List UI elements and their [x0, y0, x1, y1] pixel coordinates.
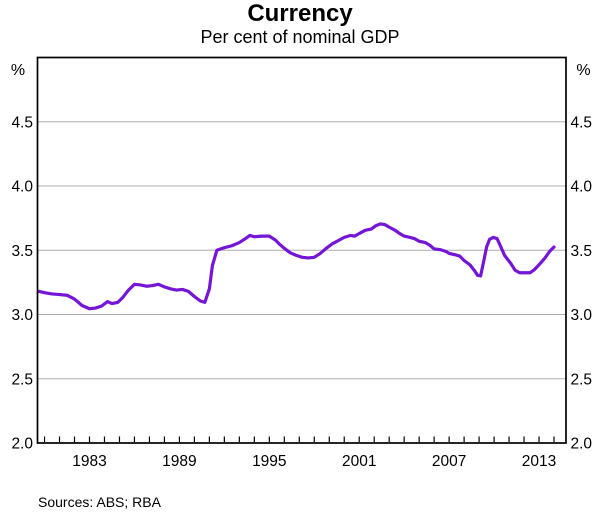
y-axis-unit-left: % [11, 62, 25, 79]
y-tick-label-right: 2.0 [571, 436, 593, 453]
y-tick-label-right: 3.0 [571, 307, 593, 324]
y-tick-label-right: 3.5 [571, 243, 593, 260]
y-tick-label-left: 4.5 [11, 114, 33, 131]
plot-border [36, 56, 567, 444]
y-tick-label-right: 2.5 [571, 371, 593, 388]
x-tick-label: 1983 [72, 453, 106, 470]
chart-title: Currency [247, 0, 353, 27]
x-tick-label: 1989 [162, 453, 196, 470]
y-tick-label-right: 4.0 [571, 179, 593, 196]
chart-subtitle: Per cent of nominal GDP [200, 27, 400, 47]
sources-note: Sources: ABS; RBA [38, 494, 161, 510]
y-tick-label-left: 3.0 [11, 307, 33, 324]
y-tick-label-right: 4.5 [571, 114, 593, 131]
y-axis-unit-right: % [576, 62, 590, 79]
y-tick-label-left: 2.0 [11, 436, 33, 453]
x-tick-label: 1995 [252, 453, 286, 470]
x-tick-label: 2013 [522, 453, 556, 470]
x-tick-label: 2007 [432, 453, 466, 470]
y-tick-label-left: 3.5 [11, 243, 33, 260]
series-line [36, 222, 556, 311]
x-tick-label: 2001 [342, 453, 376, 470]
y-tick-label-left: 4.0 [11, 179, 33, 196]
y-tick-label-left: 2.5 [11, 371, 33, 388]
